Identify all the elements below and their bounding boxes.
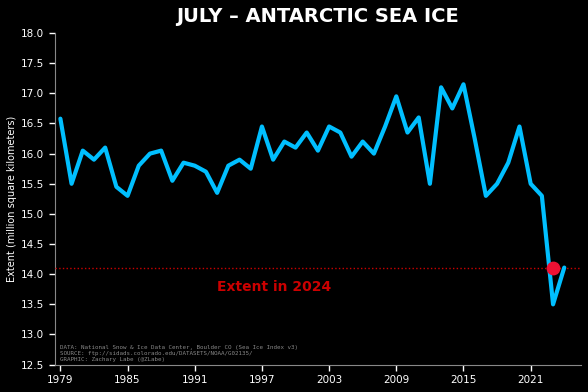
Point xyxy=(549,265,558,271)
Title: JULY – ANTARCTIC SEA ICE: JULY – ANTARCTIC SEA ICE xyxy=(176,7,459,26)
Text: Extent in 2024: Extent in 2024 xyxy=(217,280,332,294)
Y-axis label: Extent (million square kilometers): Extent (million square kilometers) xyxy=(7,116,17,282)
Text: DATA: National Snow & Ice Data Center, Boulder CO (Sea Ice Index v3)
SOURCE: ftp: DATA: National Snow & Ice Data Center, B… xyxy=(61,345,298,362)
